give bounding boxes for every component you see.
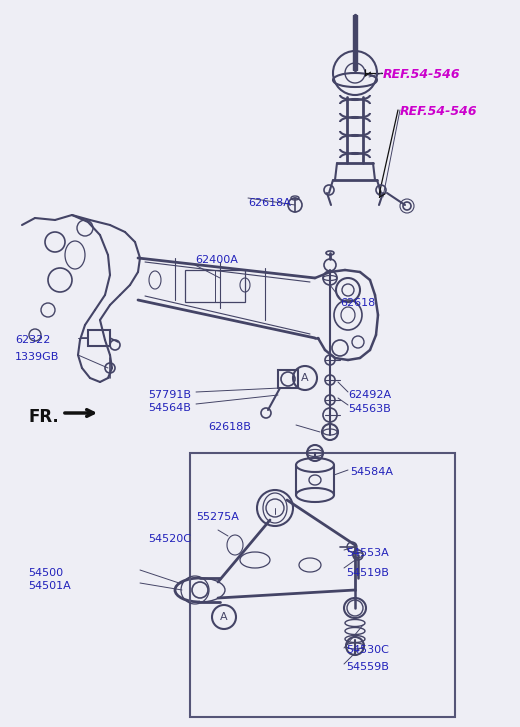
Text: 54563B: 54563B — [348, 404, 391, 414]
Bar — [278, 370, 298, 388]
Text: 62322: 62322 — [15, 335, 50, 345]
Text: 62618: 62618 — [340, 298, 375, 308]
Text: REF.54-546: REF.54-546 — [400, 105, 478, 118]
Text: 1339GB: 1339GB — [15, 352, 59, 362]
Text: 54519B: 54519B — [346, 568, 389, 578]
Text: A: A — [301, 373, 309, 383]
Text: 62400A: 62400A — [195, 255, 238, 265]
Text: 57791B: 57791B — [148, 390, 191, 400]
Text: FR.: FR. — [28, 408, 59, 426]
Text: 54501A: 54501A — [28, 581, 71, 591]
Bar — [88, 330, 110, 346]
Text: 54564B: 54564B — [148, 403, 191, 413]
Text: 62618A: 62618A — [248, 198, 291, 208]
Bar — [185, 270, 245, 302]
Text: 54584A: 54584A — [350, 467, 393, 477]
Text: 54553A: 54553A — [346, 548, 389, 558]
Text: 62492A: 62492A — [348, 390, 391, 400]
Text: 54520C: 54520C — [148, 534, 191, 544]
Text: REF.54-546: REF.54-546 — [383, 68, 461, 81]
Text: 54559B: 54559B — [346, 662, 389, 672]
Text: 62618B: 62618B — [208, 422, 251, 432]
Text: 55275A: 55275A — [196, 512, 239, 522]
Text: 54500: 54500 — [28, 568, 63, 578]
Text: 54530C: 54530C — [346, 645, 389, 655]
Bar — [190, 453, 455, 717]
Text: A: A — [220, 612, 228, 622]
